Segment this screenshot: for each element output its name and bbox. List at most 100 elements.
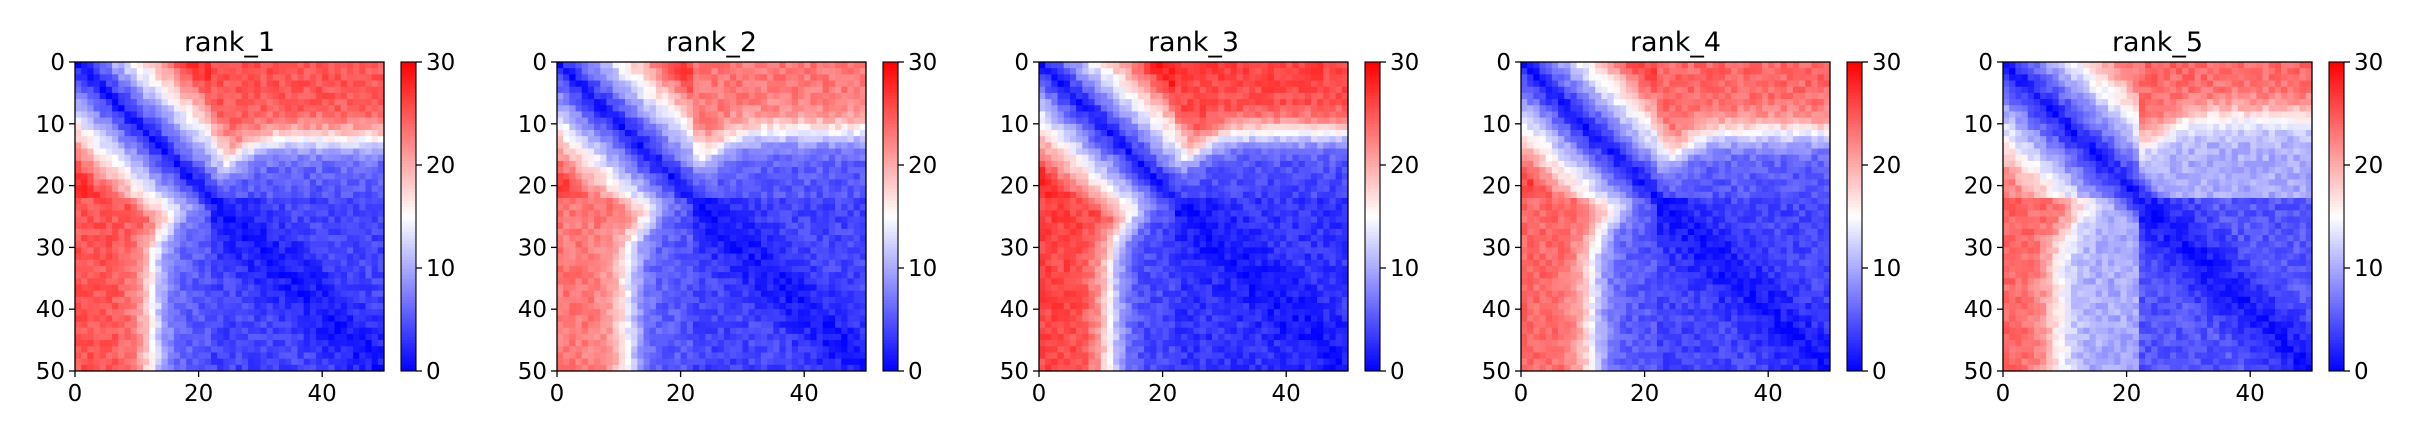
heatmap-cell (847, 309, 854, 316)
heatmap-cell (260, 105, 267, 112)
heatmap-cell (606, 247, 613, 254)
heatmap-cell (823, 81, 830, 88)
heatmap-cell (353, 68, 360, 75)
heatmap-cell (724, 272, 731, 279)
heatmap-cell (767, 223, 774, 230)
heatmap-cell (668, 204, 675, 211)
heatmap-cell (131, 99, 138, 106)
heatmap-cell (205, 62, 212, 69)
heatmap-cell (637, 179, 644, 186)
heatmap-cell (180, 217, 187, 224)
heatmap-cell (823, 260, 830, 267)
heatmap-cell (798, 99, 805, 106)
heatmap-cell (594, 235, 601, 242)
heatmap-cell (260, 87, 267, 94)
heatmap-cell (112, 272, 119, 279)
heatmap-cell (137, 210, 144, 217)
heatmap-cell (87, 136, 94, 143)
heatmap-cell (767, 217, 774, 224)
heatmap-cell (674, 210, 681, 217)
heatmap-cell (341, 334, 348, 341)
heatmap-cell (594, 99, 601, 106)
heatmap-cell (773, 278, 780, 285)
heatmap-cell (273, 297, 280, 304)
heatmap-cell (779, 167, 786, 174)
heatmap-cell (712, 278, 719, 285)
heatmap-cell (576, 173, 583, 180)
heatmap-cell (576, 74, 583, 81)
heatmap-cell (87, 130, 94, 137)
heatmap-cell (174, 74, 181, 81)
heatmap-cell (143, 62, 150, 69)
heatmap-cell (322, 229, 329, 236)
heatmap-cell (372, 229, 379, 236)
heatmap-cell (656, 328, 663, 335)
heatmap-cell (724, 173, 731, 180)
heatmap-cell (223, 322, 230, 329)
heatmap-cell (267, 241, 274, 248)
heatmap-cell (724, 297, 731, 304)
heatmap-cell (724, 328, 731, 335)
heatmap-cell (100, 303, 107, 310)
heatmap-cell (681, 309, 688, 316)
heatmap-cell (335, 217, 342, 224)
heatmap-cell (736, 235, 743, 242)
heatmap-cell (248, 167, 255, 174)
heatmap-cell (100, 359, 107, 366)
heatmap-cell (168, 68, 175, 75)
heatmap-cell (712, 93, 719, 100)
heatmap-cell (798, 105, 805, 112)
heatmap-cell (372, 118, 379, 125)
heatmap-cell (699, 346, 706, 353)
heatmap-cell (736, 297, 743, 304)
heatmap-cell (279, 352, 286, 359)
heatmap-cell (75, 297, 82, 304)
heatmap-cell (81, 167, 88, 174)
heatmap-cell (569, 210, 576, 217)
heatmap-cell (730, 340, 737, 347)
heatmap-cell (322, 192, 329, 199)
heatmap-cell (199, 260, 206, 267)
heatmap-cell (823, 223, 830, 230)
heatmap-cell (835, 217, 842, 224)
heatmap-cell (291, 217, 298, 224)
heatmap-cell (205, 136, 212, 143)
heatmap-cell (724, 309, 731, 316)
heatmap-cell (254, 247, 261, 254)
heatmap-cell (674, 130, 681, 137)
heatmap-cell (712, 254, 719, 261)
heatmap-cell (304, 62, 311, 69)
heatmap-cell (613, 223, 620, 230)
heatmap-cell (168, 99, 175, 106)
heatmap-cell (174, 359, 181, 366)
heatmap-cell (254, 359, 261, 366)
heatmap-cell (749, 155, 756, 162)
heatmap-cell (606, 266, 613, 273)
heatmap-cell (131, 291, 138, 298)
heatmap-cell (779, 192, 786, 199)
heatmap-cell (681, 266, 688, 273)
heatmap-cell (798, 179, 805, 186)
heatmap-cell (310, 247, 317, 254)
heatmap-cell (749, 229, 756, 236)
heatmap-cell (569, 229, 576, 236)
heatmap-cell (322, 149, 329, 156)
heatmap-cell (310, 130, 317, 137)
heatmap-cell (304, 260, 311, 267)
heatmap-cell (625, 111, 632, 118)
heatmap-cell (223, 223, 230, 230)
heatmap-cell (606, 167, 613, 174)
heatmap-cell (786, 297, 793, 304)
heatmap-cell (804, 254, 811, 261)
heatmap-cell (644, 99, 651, 106)
heatmap-cell (656, 155, 663, 162)
heatmap-cell (798, 155, 805, 162)
heatmap-cell (217, 192, 224, 199)
heatmap-cell (273, 87, 280, 94)
heatmap-cell (625, 130, 632, 137)
heatmap-cell (668, 130, 675, 137)
heatmap-cell (736, 204, 743, 211)
heatmap-cell (749, 334, 756, 341)
heatmap-cell (199, 284, 206, 291)
heatmap-cell (786, 81, 793, 88)
